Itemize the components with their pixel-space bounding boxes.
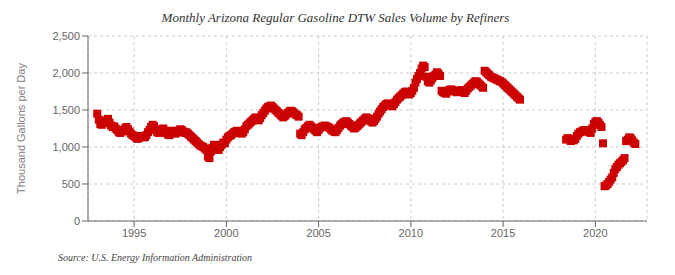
svg-text:2005: 2005 [306, 227, 330, 239]
html-text:Monthly Arizona Regular Gasoli: Monthly Arizona Regular Gasoline DTW Sal… [161, 10, 510, 25]
svg-text:2000: 2000 [214, 227, 238, 239]
svg-text:2015: 2015 [491, 227, 515, 239]
svg-text:500: 500 [62, 178, 80, 190]
svg-text:1,000: 1,000 [52, 141, 80, 153]
svg-text:2,000: 2,000 [52, 67, 80, 79]
svg-text:0: 0 [74, 215, 80, 227]
svg-text:2,500: 2,500 [52, 30, 80, 42]
svg-text:1995: 1995 [122, 227, 146, 239]
svg-text:2020: 2020 [583, 227, 607, 239]
html-text:Source: U.S. Energy Informatio: Source: U.S. Energy Information Administ… [58, 252, 253, 263]
svg-text:1,500: 1,500 [52, 104, 80, 116]
svg-text:2010: 2010 [399, 227, 423, 239]
svg-text:Thousand Gallons per Day: Thousand Gallons per Day [15, 63, 27, 194]
